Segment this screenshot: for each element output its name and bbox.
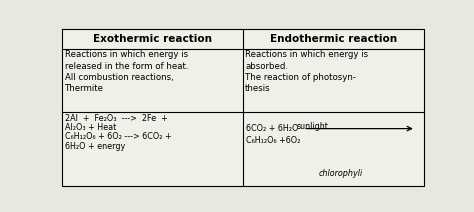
Text: Exothermic reaction: Exothermic reaction: [93, 33, 212, 43]
Text: Endothermic reaction: Endothermic reaction: [270, 33, 397, 43]
Text: 6H₂O + energy: 6H₂O + energy: [64, 142, 125, 151]
Text: Reactions in which energy is
absorbed.
The reaction of photosyn-
thesis: Reactions in which energy is absorbed. T…: [245, 50, 368, 93]
Text: 6CO₂ + 6H₂O: 6CO₂ + 6H₂O: [246, 124, 299, 133]
Text: sunlight: sunlight: [297, 123, 328, 131]
Text: Al₂O₃ + Heat: Al₂O₃ + Heat: [64, 123, 116, 132]
Text: chlorophyli: chlorophyli: [319, 169, 363, 178]
Text: 2Al  +  Fe₂O₃  --->  2Fe  +: 2Al + Fe₂O₃ ---> 2Fe +: [64, 114, 167, 123]
Text: C₆H₁₂O₆ +6O₂: C₆H₁₂O₆ +6O₂: [246, 137, 301, 145]
Text: Reactions in which energy is
released in the form of heat.
All combustion reacti: Reactions in which energy is released in…: [64, 50, 188, 93]
Text: C₆H₁₂O₆ + 6O₂ ---> 6CO₂ +: C₆H₁₂O₆ + 6O₂ ---> 6CO₂ +: [64, 132, 171, 141]
